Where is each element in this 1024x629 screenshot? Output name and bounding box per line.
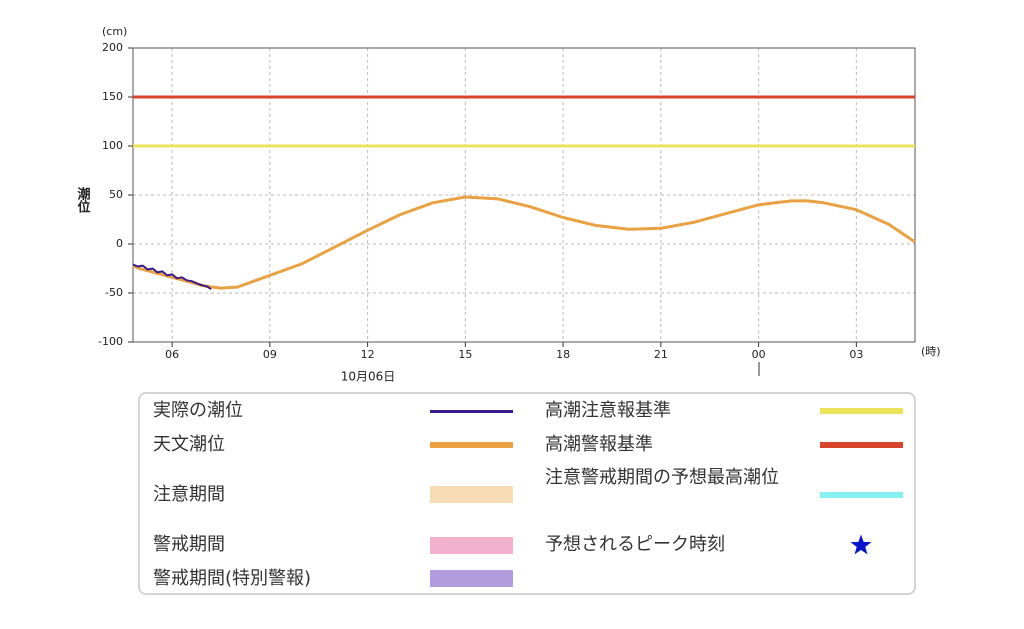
x-tick-label: 06 bbox=[165, 348, 179, 361]
legend-swatch bbox=[430, 486, 513, 504]
legend-star bbox=[850, 534, 872, 555]
legend-label: 警戒期間(特別警報) bbox=[153, 567, 312, 589]
x-tick-label: 03 bbox=[849, 348, 863, 361]
y-tick-label: 200 bbox=[102, 41, 123, 54]
x-tick-label: 12 bbox=[361, 348, 375, 361]
y-tick-label: 0 bbox=[116, 237, 123, 250]
legend-label: 警戒期間 bbox=[153, 534, 225, 555]
legend: 実際の潮位天文潮位注意期間警戒期間警戒期間(特別警報) 高潮注意報基準 高潮警報基準… bbox=[138, 392, 916, 595]
y-tick-label: 150 bbox=[102, 90, 123, 103]
x-unit: (時) bbox=[921, 345, 941, 358]
y-unit: (cm) bbox=[102, 25, 127, 38]
plot-frame bbox=[132, 47, 916, 343]
legend-label: 高潮警報基準 bbox=[545, 433, 653, 455]
legend-label: 注意期間 bbox=[153, 483, 225, 505]
star bbox=[850, 534, 872, 555]
y-tick-label: -50 bbox=[105, 286, 123, 299]
x-tick-label: 15 bbox=[458, 348, 472, 361]
legend-label: 高潮注意報基準 bbox=[545, 400, 671, 421]
series-line bbox=[132, 263, 212, 290]
legend-label: 実際の潮位 bbox=[153, 400, 243, 421]
legend-label: 予想されるピーク時刻 bbox=[545, 534, 725, 555]
y-label: 潮位 bbox=[75, 186, 91, 214]
legend-swatch bbox=[430, 536, 513, 554]
legend-label: 注意警戒期間の予想最高潮位 bbox=[545, 466, 779, 488]
y-tick-label: 100 bbox=[102, 139, 123, 152]
x-tick-label: 21 bbox=[654, 348, 668, 361]
legend-swatch bbox=[430, 409, 513, 413]
y-tick-label: -100 bbox=[98, 335, 123, 348]
legend-swatch bbox=[430, 441, 513, 448]
chart: (cm) (時) 10月06日 潮位 -100 -50 0 50 100 150 200 06… bbox=[75, 25, 941, 384]
date-label: 10月06日 bbox=[341, 370, 396, 384]
legend-swatch bbox=[820, 441, 903, 448]
legend-swatch bbox=[820, 491, 903, 498]
x-tick-label: 18 bbox=[556, 348, 570, 361]
x-tick-label: 09 bbox=[263, 348, 277, 361]
legend-label: 天文潮位 bbox=[153, 433, 225, 455]
series-line bbox=[132, 195, 916, 290]
legend-swatch bbox=[430, 570, 513, 587]
legend-swatch bbox=[820, 408, 903, 414]
x-tick-label: 00 bbox=[752, 348, 766, 361]
y-tick-label: 50 bbox=[109, 188, 123, 201]
